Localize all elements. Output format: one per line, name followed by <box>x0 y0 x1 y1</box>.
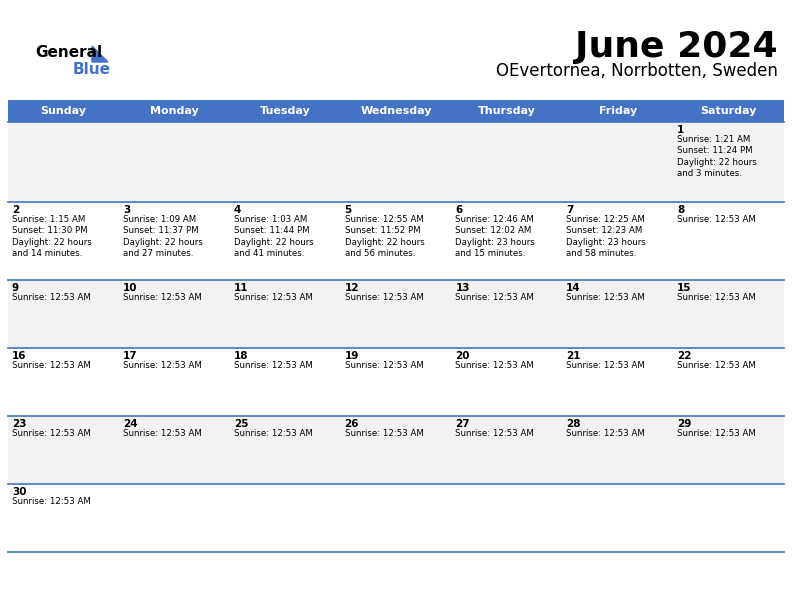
Text: 11: 11 <box>234 283 248 293</box>
Text: Sunrise: 12:46 AM
Sunset: 12:02 AM
Daylight: 23 hours
and 15 minutes.: Sunrise: 12:46 AM Sunset: 12:02 AM Dayli… <box>455 215 535 258</box>
Text: Sunday: Sunday <box>40 106 86 116</box>
Text: 2: 2 <box>12 205 19 215</box>
Text: 10: 10 <box>123 283 137 293</box>
Text: Sunrise: 12:53 AM: Sunrise: 12:53 AM <box>12 293 91 302</box>
Bar <box>8 280 784 348</box>
Text: 17: 17 <box>123 351 138 361</box>
Text: 28: 28 <box>566 419 581 429</box>
Text: 29: 29 <box>677 419 691 429</box>
Text: Sunrise: 12:53 AM: Sunrise: 12:53 AM <box>566 361 645 370</box>
Text: 1: 1 <box>677 125 684 135</box>
Text: Thursday: Thursday <box>478 106 536 116</box>
Text: Sunrise: 12:53 AM: Sunrise: 12:53 AM <box>455 429 535 438</box>
Text: Sunrise: 12:53 AM: Sunrise: 12:53 AM <box>12 497 91 506</box>
Text: Sunrise: 12:53 AM: Sunrise: 12:53 AM <box>677 293 756 302</box>
Text: Sunrise: 12:53 AM: Sunrise: 12:53 AM <box>677 215 756 224</box>
Text: Sunrise: 12:55 AM
Sunset: 11:52 PM
Daylight: 22 hours
and 56 minutes.: Sunrise: 12:55 AM Sunset: 11:52 PM Dayli… <box>345 215 425 258</box>
Bar <box>8 100 784 122</box>
Text: Sunrise: 12:53 AM: Sunrise: 12:53 AM <box>677 361 756 370</box>
Text: Sunrise: 12:53 AM: Sunrise: 12:53 AM <box>455 293 535 302</box>
Text: Sunrise: 12:53 AM: Sunrise: 12:53 AM <box>123 293 202 302</box>
Text: Sunrise: 12:25 AM
Sunset: 12:23 AM
Daylight: 23 hours
and 58 minutes.: Sunrise: 12:25 AM Sunset: 12:23 AM Dayli… <box>566 215 646 258</box>
Text: 23: 23 <box>12 419 26 429</box>
Text: 13: 13 <box>455 283 470 293</box>
Text: 25: 25 <box>234 419 248 429</box>
Text: Sunrise: 12:53 AM: Sunrise: 12:53 AM <box>455 361 535 370</box>
Text: 14: 14 <box>566 283 581 293</box>
Text: Sunrise: 12:53 AM: Sunrise: 12:53 AM <box>12 429 91 438</box>
Text: June 2024: June 2024 <box>575 30 778 64</box>
Bar <box>8 484 784 552</box>
Text: Sunrise: 12:53 AM: Sunrise: 12:53 AM <box>345 293 424 302</box>
Text: Blue: Blue <box>73 62 111 77</box>
Bar <box>8 202 784 280</box>
Text: 21: 21 <box>566 351 581 361</box>
Text: 4: 4 <box>234 205 241 215</box>
Text: Sunrise: 1:21 AM
Sunset: 11:24 PM
Daylight: 22 hours
and 3 minutes.: Sunrise: 1:21 AM Sunset: 11:24 PM Daylig… <box>677 135 757 178</box>
Text: Sunrise: 12:53 AM: Sunrise: 12:53 AM <box>345 429 424 438</box>
Text: Sunrise: 12:53 AM: Sunrise: 12:53 AM <box>677 429 756 438</box>
Text: Saturday: Saturday <box>700 106 757 116</box>
Text: Sunrise: 12:53 AM: Sunrise: 12:53 AM <box>123 361 202 370</box>
Polygon shape <box>92 46 108 62</box>
Text: Monday: Monday <box>150 106 199 116</box>
Text: Wednesday: Wednesday <box>360 106 432 116</box>
Text: 9: 9 <box>12 283 19 293</box>
Text: 18: 18 <box>234 351 248 361</box>
Text: Friday: Friday <box>599 106 637 116</box>
Text: 3: 3 <box>123 205 130 215</box>
Text: 19: 19 <box>345 351 359 361</box>
Text: Sunrise: 12:53 AM: Sunrise: 12:53 AM <box>234 429 313 438</box>
Bar <box>8 348 784 416</box>
Text: 27: 27 <box>455 419 470 429</box>
Text: 15: 15 <box>677 283 691 293</box>
Text: Sunrise: 12:53 AM: Sunrise: 12:53 AM <box>12 361 91 370</box>
Text: 24: 24 <box>123 419 138 429</box>
Text: 22: 22 <box>677 351 691 361</box>
Text: Sunrise: 1:03 AM
Sunset: 11:44 PM
Daylight: 22 hours
and 41 minutes.: Sunrise: 1:03 AM Sunset: 11:44 PM Daylig… <box>234 215 314 258</box>
Text: 16: 16 <box>12 351 26 361</box>
Text: Tuesday: Tuesday <box>260 106 310 116</box>
Text: 20: 20 <box>455 351 470 361</box>
Text: 30: 30 <box>12 487 26 497</box>
Text: Sunrise: 12:53 AM: Sunrise: 12:53 AM <box>234 361 313 370</box>
Text: Sunrise: 12:53 AM: Sunrise: 12:53 AM <box>566 293 645 302</box>
Text: Sunrise: 12:53 AM: Sunrise: 12:53 AM <box>345 361 424 370</box>
Text: Sunrise: 1:09 AM
Sunset: 11:37 PM
Daylight: 22 hours
and 27 minutes.: Sunrise: 1:09 AM Sunset: 11:37 PM Daylig… <box>123 215 203 258</box>
Text: General: General <box>35 45 102 60</box>
Text: 7: 7 <box>566 205 573 215</box>
Bar <box>8 122 784 202</box>
Text: OEvertornea, Norrbotten, Sweden: OEvertornea, Norrbotten, Sweden <box>496 62 778 80</box>
Text: 12: 12 <box>345 283 359 293</box>
Text: 8: 8 <box>677 205 684 215</box>
Text: 26: 26 <box>345 419 359 429</box>
Text: Sunrise: 12:53 AM: Sunrise: 12:53 AM <box>123 429 202 438</box>
Text: 5: 5 <box>345 205 352 215</box>
Text: Sunrise: 12:53 AM: Sunrise: 12:53 AM <box>566 429 645 438</box>
Text: 6: 6 <box>455 205 463 215</box>
Text: Sunrise: 1:15 AM
Sunset: 11:30 PM
Daylight: 22 hours
and 14 minutes.: Sunrise: 1:15 AM Sunset: 11:30 PM Daylig… <box>12 215 92 258</box>
Bar <box>8 416 784 484</box>
Text: Sunrise: 12:53 AM: Sunrise: 12:53 AM <box>234 293 313 302</box>
